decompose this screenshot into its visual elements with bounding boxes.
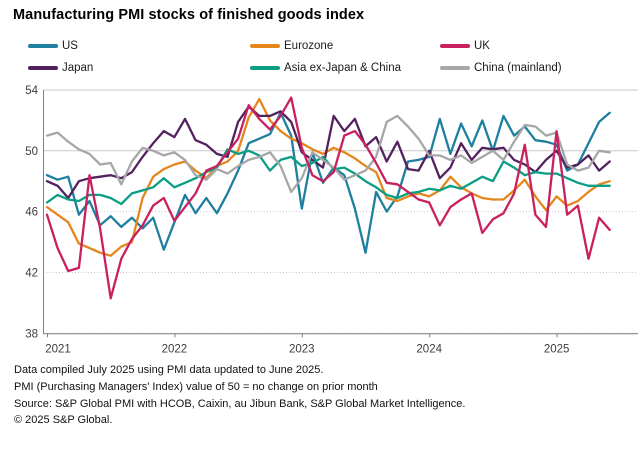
footnote-copyright: © 2025 S&P Global. [14,414,113,427]
y-tick-label-38: 38 [25,328,38,340]
legend-label-china: China (mainland) [474,62,562,74]
x-tick-label-2021: 2021 [45,343,71,355]
legend-label-japan: Japan [62,62,94,74]
y-tick-label-46: 46 [25,207,38,219]
legend-label-asia: Asia ex-Japan & China [284,62,401,74]
series-line-uk [45,96,611,300]
legend-label-us: US [62,40,78,52]
legend-item-asia: Asia ex-Japan & China [250,61,401,75]
x-tick-label-2023: 2023 [289,343,315,355]
x-tick-label-2022: 2022 [162,343,188,355]
footer-notes: Data compiled July 2025 using PMI data u… [14,362,634,429]
eurozone-line-swatch-icon [250,44,280,48]
legend-item-china: China (mainland) [440,61,562,75]
legend-item-eurozone: Eurozone [250,39,333,53]
series-line-japan [45,105,611,200]
series-line-us [45,111,611,254]
x-tick-label-2024: 2024 [416,343,442,355]
footnote-pmi-definition: PMI (Purchasing Managers' Index) value o… [14,380,378,393]
us-line-swatch-icon [28,44,58,48]
y-tick-label-50: 50 [25,146,38,158]
page-title: Manufacturing PMI stocks of finished goo… [13,7,365,23]
footnote-compiled: Data compiled July 2025 using PMI data u… [14,364,324,376]
legend-item-us: US [28,39,78,53]
legend-label-eurozone: Eurozone [284,40,334,52]
legend-label-uk: UK [474,40,490,52]
footnote-source: Source: S&P Global PMI with HCOB, Caixin… [14,397,466,410]
legend-item-japan: Japan [28,61,93,75]
japan-line-swatch-icon [28,66,58,70]
asia-line-swatch-icon [250,66,280,70]
y-tick-label-54: 54 [25,85,38,97]
legend-item-uk: UK [440,39,490,53]
uk-line-swatch-icon [440,44,470,48]
china-line-swatch-icon [440,66,470,70]
x-tick-label-2025: 2025 [544,343,570,355]
series-line-china-mainland- [45,114,611,194]
y-tick-label-42: 42 [25,268,38,280]
